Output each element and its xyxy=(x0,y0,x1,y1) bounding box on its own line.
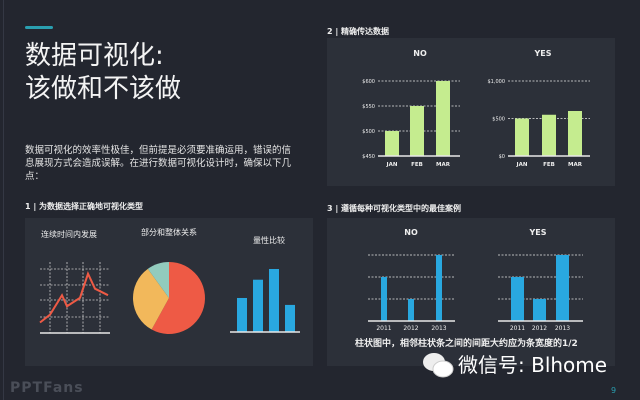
no-chart-bar xyxy=(385,131,399,156)
yes-chart-ytick: $0 xyxy=(499,154,505,160)
bar xyxy=(269,269,279,332)
page-title: 数据可视化: 该做和不该做 xyxy=(25,40,181,106)
line-series xyxy=(39,271,109,324)
yes-spacing-chart-xtick: 2013 xyxy=(555,325,570,332)
yes-spacing-chart-xtick: 2012 xyxy=(532,325,547,332)
bar xyxy=(237,297,247,332)
yes-chart-ytick: $1,000 xyxy=(488,79,506,85)
yes-chart-ytick: $500 xyxy=(492,117,505,123)
section-2-label: 2 | 精确传达数据 xyxy=(327,27,390,36)
yes-spacing-chart-bar xyxy=(511,277,524,321)
bar xyxy=(253,279,263,332)
line-chart-title: 连续时间内发展 xyxy=(41,229,97,239)
wechat-id: 微信号: Blhome xyxy=(458,353,608,377)
no-chart-title: NO xyxy=(413,49,427,58)
title-line-1: 数据可视化: xyxy=(25,41,164,71)
no-spacing-chart-title: NO xyxy=(404,228,418,237)
wechat-icon xyxy=(423,353,454,378)
slide-edge xyxy=(3,0,4,400)
wechat-watermark: 微信号: Blhome xyxy=(422,351,607,379)
yes-spacing-chart-title: YES xyxy=(528,228,546,237)
section-1-label: 1 | 为数据选择正确地可视化类型 xyxy=(25,202,144,211)
no-chart-ytick: $550 xyxy=(362,104,375,110)
section-3-label: 3 | 遵循每种可视化类型中的最佳案例 xyxy=(327,204,462,213)
yes-chart-bar xyxy=(568,111,582,156)
no-spacing-chart-bar xyxy=(408,299,414,321)
no-chart-ytick: $450 xyxy=(362,154,375,160)
no-spacing-chart-xtick: 2013 xyxy=(431,325,446,332)
no-spacing-chart-bar xyxy=(381,277,387,321)
title-line-2: 该做和不该做 xyxy=(25,74,182,104)
section-2-panel xyxy=(327,38,615,186)
yes-spacing-chart-bar xyxy=(556,255,569,321)
yes-spacing-chart-xtick: 2011 xyxy=(510,325,525,332)
no-chart-bar xyxy=(436,81,450,156)
no-chart-xtick: FEB xyxy=(411,162,423,168)
yes-chart-xtick: FEB xyxy=(543,162,555,168)
caption: 柱状图中，相邻柱状条之间的间距大约应为条宽度的1/2 xyxy=(355,339,578,349)
page-number: 9 xyxy=(611,386,617,395)
yes-chart-title: YES xyxy=(533,49,551,58)
no-spacing-chart-xtick: 2012 xyxy=(403,325,418,332)
pie-slice xyxy=(151,262,205,334)
yes-chart-xtick: JAN xyxy=(516,162,528,168)
pie-chart-title: 部分和整体关系 xyxy=(141,227,197,237)
yes-chart-bar xyxy=(542,114,556,156)
yes-chart-bar xyxy=(515,118,529,156)
pie-slice xyxy=(133,268,169,330)
accent-bar xyxy=(25,26,53,29)
intro-text: 数据可视化的效率性极佳，但前提是必须要准确运用，错误的信息展现方式会造成误解。在… xyxy=(25,145,292,182)
no-chart-ytick: $500 xyxy=(362,129,375,135)
no-chart-xtick: MAR xyxy=(436,162,451,168)
yes-chart-xtick: MAR xyxy=(568,162,583,168)
no-spacing-chart-xtick: 2011 xyxy=(376,325,391,332)
bar xyxy=(285,304,295,332)
bar-chart-title: 量性比较 xyxy=(253,235,285,245)
no-chart-bar xyxy=(410,106,424,156)
no-spacing-chart-bar xyxy=(436,255,442,321)
no-chart-ytick: $600 xyxy=(362,79,375,85)
watermark-logo: PPTFans xyxy=(10,380,84,396)
no-chart-xtick: JAN xyxy=(386,162,398,168)
pie-slice xyxy=(147,262,169,298)
yes-spacing-chart-bar xyxy=(533,299,546,321)
